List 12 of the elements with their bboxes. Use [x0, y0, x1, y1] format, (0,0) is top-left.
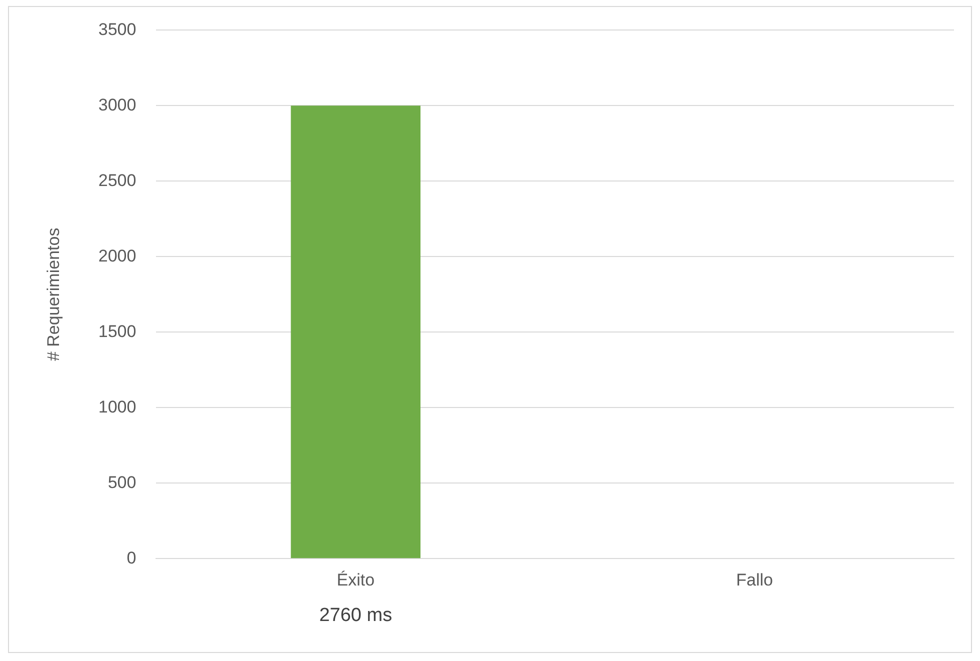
x-tick-label: Fallo [736, 570, 773, 590]
y-tick-label: 2000 [98, 246, 136, 266]
y-tick-label: 2500 [98, 170, 136, 190]
y-axis-title: # Requerimientos [44, 228, 63, 362]
y-tick-label: 1000 [98, 397, 136, 416]
y-tick-label: 1500 [98, 322, 136, 341]
x-tick-label: Éxito [336, 570, 375, 590]
y-tick-label: 3000 [98, 95, 136, 114]
text: 2760 ms [319, 604, 392, 626]
y-tick-label: 3500 [98, 20, 136, 39]
y-tick-label: 500 [108, 472, 136, 492]
y-tick-label: 0 [126, 548, 136, 568]
